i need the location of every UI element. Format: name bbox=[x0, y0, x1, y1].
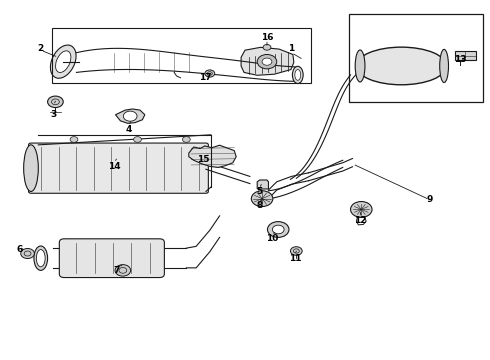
Circle shape bbox=[257, 54, 277, 69]
Text: 13: 13 bbox=[454, 55, 466, 64]
Circle shape bbox=[48, 96, 63, 108]
Polygon shape bbox=[116, 109, 145, 123]
Ellipse shape bbox=[36, 249, 45, 267]
Ellipse shape bbox=[295, 69, 301, 80]
Circle shape bbox=[21, 248, 34, 258]
FancyBboxPatch shape bbox=[28, 143, 208, 193]
Text: 17: 17 bbox=[198, 73, 211, 82]
Ellipse shape bbox=[293, 66, 303, 84]
Text: 7: 7 bbox=[114, 266, 120, 275]
Circle shape bbox=[123, 111, 137, 121]
Ellipse shape bbox=[50, 45, 76, 78]
Text: 9: 9 bbox=[426, 195, 433, 204]
Text: 16: 16 bbox=[261, 33, 273, 42]
Text: 10: 10 bbox=[266, 234, 278, 243]
Text: 3: 3 bbox=[50, 110, 56, 119]
Text: 14: 14 bbox=[108, 162, 121, 171]
Circle shape bbox=[134, 136, 142, 142]
Circle shape bbox=[272, 225, 284, 234]
Polygon shape bbox=[257, 180, 269, 189]
Ellipse shape bbox=[34, 246, 48, 270]
Polygon shape bbox=[189, 145, 236, 167]
Text: 6: 6 bbox=[16, 246, 23, 255]
Circle shape bbox=[115, 265, 131, 276]
Text: 15: 15 bbox=[197, 155, 210, 164]
Ellipse shape bbox=[355, 50, 365, 82]
Ellipse shape bbox=[356, 47, 446, 85]
Text: 2: 2 bbox=[38, 44, 44, 53]
Bar bbox=[52, 28, 311, 83]
Circle shape bbox=[350, 202, 372, 217]
Ellipse shape bbox=[24, 145, 38, 192]
Circle shape bbox=[70, 136, 78, 142]
Ellipse shape bbox=[55, 51, 71, 72]
Text: 5: 5 bbox=[257, 187, 263, 196]
Circle shape bbox=[205, 70, 215, 77]
Circle shape bbox=[251, 191, 273, 207]
Circle shape bbox=[262, 58, 272, 65]
Text: 4: 4 bbox=[125, 125, 132, 134]
Text: 1: 1 bbox=[288, 44, 294, 53]
Circle shape bbox=[268, 222, 289, 237]
Text: 11: 11 bbox=[289, 254, 301, 263]
Bar bbox=[455, 51, 476, 60]
Text: 12: 12 bbox=[354, 216, 366, 225]
Ellipse shape bbox=[440, 49, 448, 82]
Circle shape bbox=[182, 136, 190, 142]
Bar bbox=[348, 14, 483, 102]
Text: 8: 8 bbox=[257, 201, 263, 210]
Circle shape bbox=[291, 247, 302, 255]
Circle shape bbox=[263, 44, 271, 50]
Polygon shape bbox=[241, 47, 294, 75]
FancyBboxPatch shape bbox=[59, 239, 164, 278]
